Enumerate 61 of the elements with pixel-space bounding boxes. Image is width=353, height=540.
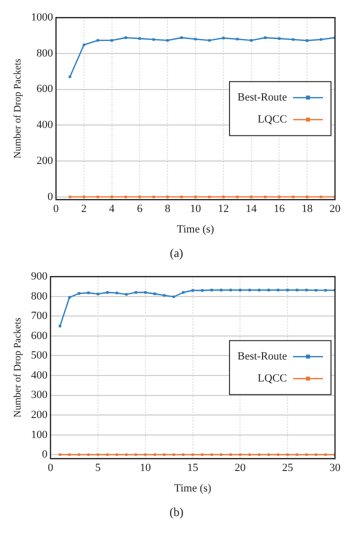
- x-tick-label: 10: [190, 203, 202, 216]
- x-tick-label: 6: [136, 203, 143, 216]
- legend-label: Best-Route: [238, 350, 288, 362]
- x-axis-title: Time (s): [174, 482, 212, 494]
- x-tick-label: 16: [274, 203, 286, 216]
- y-tick-label: 900: [31, 270, 48, 282]
- y-tick-label: 200: [36, 154, 54, 167]
- x-tick-label: 15: [187, 462, 199, 474]
- x-tick-label: 20: [330, 203, 341, 216]
- x-tick-label: 30: [330, 462, 341, 474]
- y-tick-label: 400: [36, 119, 54, 132]
- x-tick-label: 14: [246, 203, 258, 216]
- y-tick-label: 400: [31, 369, 48, 382]
- y-tick-label: 700: [31, 310, 48, 322]
- x-tick-label: 10: [140, 462, 152, 474]
- point: [250, 39, 253, 42]
- point: [58, 453, 62, 456]
- y-tick-label: 600: [31, 330, 48, 342]
- x-tick-label: 8: [164, 203, 171, 216]
- y-tick-label: 100: [31, 428, 48, 441]
- y-axis-title: Number of Drop Packets: [12, 318, 24, 418]
- point: [68, 196, 72, 198]
- x-tick-label: 25: [282, 462, 294, 474]
- y-tick-label: 300: [31, 389, 48, 402]
- x-axis-title: Time (s): [176, 223, 214, 236]
- y-tick-label: 200: [31, 408, 48, 421]
- y-tick-label: 600: [36, 83, 54, 96]
- legend-label: LQCC: [258, 372, 287, 384]
- x-tick-label: 4: [109, 203, 116, 216]
- point: [208, 39, 211, 42]
- text: (b): [168, 505, 184, 520]
- legend-label: LQCC: [258, 113, 287, 126]
- x-tick-label: 5: [95, 462, 102, 474]
- point: [191, 289, 194, 292]
- x-tick-label: 20: [234, 462, 246, 474]
- x-tick-label: 2: [81, 203, 87, 216]
- point: [182, 291, 185, 294]
- point: [264, 36, 267, 39]
- y-tick-label: 800: [36, 47, 54, 60]
- y-tick-label: 0: [42, 448, 48, 461]
- point: [191, 453, 194, 456]
- x-tick-label: 12: [218, 203, 229, 216]
- legend-label: Best-Route: [238, 91, 288, 104]
- point: [110, 39, 114, 42]
- point: [264, 196, 267, 198]
- point: [166, 39, 169, 42]
- y-axis-title: Number of Drop Packets: [12, 58, 24, 158]
- x-tick-label: 18: [302, 203, 314, 216]
- point: [236, 38, 239, 40]
- point: [58, 324, 62, 328]
- point: [124, 36, 128, 39]
- point: [163, 294, 166, 297]
- y-tick-label: 1000: [31, 11, 54, 24]
- point: [124, 196, 128, 198]
- y-tick-label: 500: [31, 350, 48, 362]
- text: (a): [168, 246, 184, 261]
- y-tick-label: 0: [48, 190, 54, 203]
- point: [125, 293, 128, 296]
- point: [68, 76, 72, 78]
- y-tick-label: 800: [31, 290, 48, 302]
- point: [194, 38, 197, 40]
